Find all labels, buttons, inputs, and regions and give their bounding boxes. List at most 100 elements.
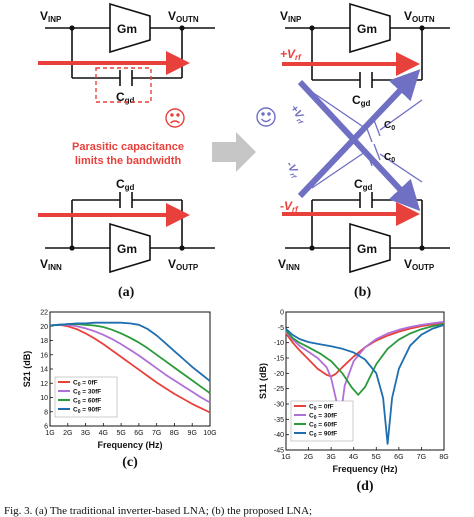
cgd-label-a-bottom: Cgd	[116, 177, 135, 192]
happy-face-icon	[256, 107, 276, 127]
circuit-b	[285, 27, 450, 249]
voutp-label-a: VOUTP	[168, 257, 199, 272]
series-line-1	[285, 320, 445, 421]
gm-amplifier-a-top	[109, 2, 151, 54]
x-axis-label: Frequency (Hz)	[97, 440, 162, 450]
x-tick-label: 5G	[116, 430, 125, 437]
parasitic-note-line2: limits the bandwidth	[75, 155, 182, 167]
diag-minus-vrf-label: -Vrf	[283, 160, 303, 181]
x-tick-label: 2G	[63, 430, 72, 437]
legend-entry: C0 = 30fF	[73, 388, 101, 397]
gm-amplifier-a-bottom	[109, 222, 151, 274]
y-tick-label: 12	[40, 381, 48, 388]
series-line-3	[285, 324, 445, 445]
chart-s21: 1G 2G 3G 4G 5G 6G 7G 8G 9G 10G 6 8 10 12 14 16 18 20 22 Fre…	[22, 310, 217, 471]
x-tick-label: 1G	[45, 430, 54, 437]
y-tick-label: 8	[44, 409, 48, 416]
cross-arrow-up	[297, 69, 421, 199]
x-tick-label: 3G	[81, 430, 90, 437]
y-tick-label: 22	[40, 310, 48, 317]
legend-entry: C0 = 30fF	[309, 412, 337, 421]
panel-label-b: (b)	[354, 285, 371, 300]
cgd-highlight-box	[95, 67, 152, 103]
series-line-0	[285, 321, 445, 378]
legend-box	[290, 400, 354, 442]
vinp-label-a: VINP	[40, 9, 62, 24]
y-tick-label: -20	[274, 371, 284, 378]
gm-label-b-top: Gm	[357, 22, 377, 36]
gm-label-b-bottom: Gm	[357, 242, 377, 256]
gm-amplifier-b-top	[349, 2, 391, 54]
x-tick-label: 2G	[304, 454, 313, 461]
legend-entry: C0 = 90fF	[309, 430, 337, 439]
legend-entry: C0 = 0fF	[309, 403, 334, 412]
x-tick-label: 5G	[372, 454, 381, 461]
vinn-label-b: VINN	[278, 257, 300, 272]
x-tick-label: 9G	[188, 430, 197, 437]
series-line-1	[49, 323, 211, 404]
sad-face-icon	[165, 108, 185, 128]
y-tick-label: 16	[40, 352, 48, 359]
chart-s11: 1G 2G 3G 4G 5G 6G 7G 8G 0 -5 -10 -15 -20 -25 -30 -35 -40…	[258, 310, 449, 495]
y-tick-label: -40	[274, 432, 284, 439]
cgd-label-a-top: Cgd	[116, 90, 135, 105]
x-axis-label: Frequency (Hz)	[332, 464, 397, 474]
x-tick-label: 8G	[439, 454, 448, 461]
y-tick-label: 6	[44, 424, 48, 431]
vinp-label-b: VINP	[280, 9, 302, 24]
gm-amplifier-b-bottom	[349, 222, 391, 274]
voutn-label-b: VOUTN	[404, 9, 435, 24]
y-tick-label: 10	[40, 395, 48, 402]
parasitic-note-line1: Parasitic capacitance	[72, 141, 184, 153]
series-line-0	[49, 323, 211, 414]
x-tick-label: 7G	[417, 454, 426, 461]
circuit-b-dots	[309, 25, 425, 251]
x-tick-label: 6G	[134, 430, 143, 437]
x-tick-label: 1G	[281, 454, 290, 461]
plus-vrf-label: +Vrf	[280, 47, 302, 62]
vinn-label-a: VINN	[40, 257, 62, 272]
figure-caption: Fig. 3. (a) The traditional inverter-bas…	[4, 505, 312, 517]
y-tick-label: 20	[40, 324, 48, 331]
c0-network	[311, 91, 423, 189]
x-tick-label: 7G	[152, 430, 161, 437]
y-axis-label: S21 (dB)	[22, 351, 32, 388]
gm-label-a-bottom: Gm	[117, 242, 137, 256]
legend-entry: C0 = 60fF	[309, 421, 337, 430]
x-tick-label: 8G	[170, 430, 179, 437]
c0-label-bottom: C0	[384, 152, 395, 164]
y-tick-label: -45	[274, 448, 284, 455]
x-tick-label: 10G	[203, 430, 216, 437]
y-tick-label: -10	[274, 340, 284, 347]
legend-box	[54, 376, 118, 418]
y-tick-label: 14	[40, 367, 48, 374]
diag-plus-vrf-label: +Vrf	[287, 103, 309, 126]
legend-entry: C0 = 90fF	[73, 406, 101, 415]
x-tick-label: 3G	[326, 454, 335, 461]
cgd-label-b-bottom: Cgd	[354, 177, 373, 192]
panel-label-a: (a)	[118, 285, 135, 300]
y-tick-label: -5	[278, 325, 284, 332]
series-line-2	[285, 323, 445, 396]
voutp-label-b: VOUTP	[404, 257, 435, 272]
y-tick-label: 0	[280, 310, 284, 317]
legend-entry: C0 = 60fF	[73, 397, 101, 406]
y-tick-label: -25	[274, 386, 284, 393]
y-tick-label: -15	[274, 356, 284, 363]
y-tick-label: -35	[274, 417, 284, 424]
gm-label-a-top: Gm	[117, 22, 137, 36]
c0-label-top: C0	[384, 120, 395, 132]
x-tick-label: 6G	[394, 454, 403, 461]
voutn-label-a: VOUTN	[168, 9, 199, 24]
series-line-3	[49, 321, 211, 382]
y-tick-label: -30	[274, 402, 284, 409]
minus-vrf-label: -Vrf	[280, 199, 299, 214]
panel-label: (c)	[122, 455, 138, 470]
x-tick-label: 4G	[349, 454, 358, 461]
legend-entry: C0 = 0fF	[73, 379, 98, 388]
y-axis-label: S11 (dB)	[258, 363, 268, 399]
x-tick-label: 4G	[99, 430, 108, 437]
cgd-label-b-top: Cgd	[352, 93, 371, 108]
plot-frame	[285, 311, 445, 451]
